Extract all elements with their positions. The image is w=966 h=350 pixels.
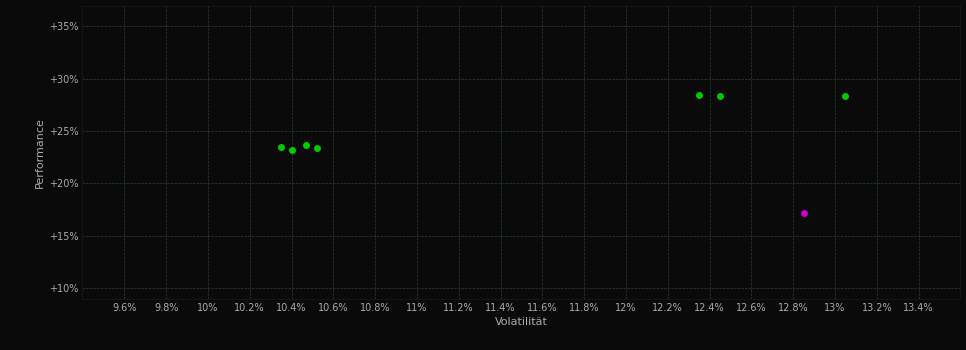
X-axis label: Volatilität: Volatilität bbox=[495, 317, 548, 327]
Y-axis label: Performance: Performance bbox=[35, 117, 44, 188]
